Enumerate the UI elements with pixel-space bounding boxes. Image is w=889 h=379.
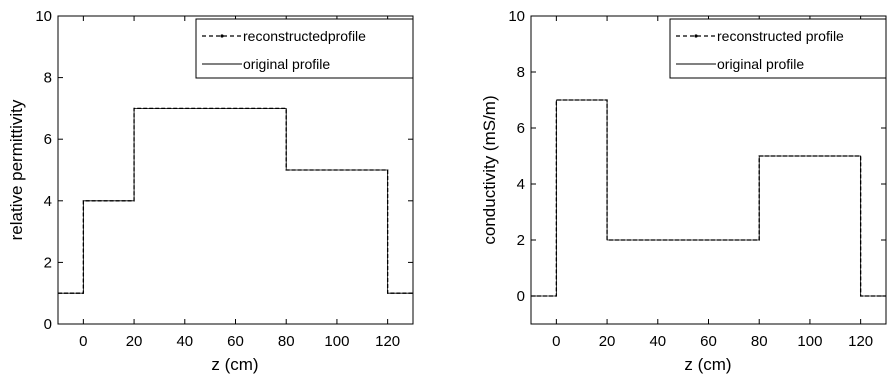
x-axis-label: z (cm) [684, 355, 731, 374]
series-line-reconstructed [58, 107, 413, 294]
y-tick-label: 0 [44, 316, 52, 333]
x-tick-label: 20 [126, 333, 143, 350]
x-tick-label: 80 [751, 333, 768, 350]
series-line-original [531, 99, 886, 297]
y-tick-label: 10 [508, 8, 525, 25]
x-tick-label: 0 [552, 333, 560, 350]
x-tick-label: 40 [176, 333, 193, 350]
y-tick-label: 10 [35, 8, 52, 25]
x-tick-label: 80 [278, 333, 295, 350]
chart-conductivity: 0 20 40 60 80 100 120 0 2 4 6 8 10 z (cm) conductiv… [480, 8, 887, 374]
y-tick-label: 0 [517, 288, 525, 305]
x-tick-label: 100 [797, 333, 822, 350]
x-tick-label: 0 [79, 333, 87, 350]
legend: reconstructed profile original profile [669, 18, 887, 79]
x-tick-label: 40 [649, 333, 666, 350]
chart-relative-permittivity: 0 20 40 60 80 100 120 0 2 4 6 8 10 z (cm) relative … [7, 8, 414, 374]
x-tick-label: 60 [227, 333, 244, 350]
x-tick-label: 120 [848, 333, 873, 350]
x-tick-label: 100 [324, 333, 349, 350]
y-tick-label: 8 [517, 64, 525, 81]
legend: reconstructedprofile original profile [195, 18, 414, 79]
legend-box [669, 18, 887, 79]
y-tick-label: 2 [44, 254, 52, 271]
legend-label-original: original profile [717, 56, 804, 72]
legend-marker-reconstructed [694, 34, 698, 38]
y-tick-label: 4 [44, 193, 52, 210]
legend-box [195, 18, 414, 79]
series-line-reconstructed [531, 99, 886, 297]
y-tick-label: 4 [517, 176, 525, 193]
legend-label-reconstructed: reconstructedprofile [243, 28, 366, 44]
legend-label-reconstructed: reconstructed profile [717, 28, 844, 44]
y-tick-label: 6 [517, 120, 525, 137]
y-tick-label: 8 [44, 70, 52, 87]
y-axis-label: conductivity (mS/m) [480, 95, 499, 244]
x-tick-label: 60 [700, 333, 717, 350]
legend-label-original: original profile [243, 56, 330, 72]
x-tick-label: 120 [375, 333, 400, 350]
y-tick-label: 2 [517, 232, 525, 249]
legend-marker-reconstructed [220, 34, 224, 38]
x-tick-label: 20 [599, 333, 616, 350]
y-axis-label: relative permittivity [7, 99, 26, 240]
y-tick-label: 6 [44, 131, 52, 148]
x-axis-label: z (cm) [211, 355, 258, 374]
